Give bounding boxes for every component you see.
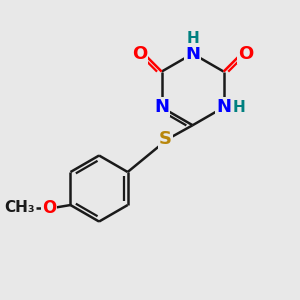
Text: N: N <box>216 98 231 116</box>
Text: CH₃: CH₃ <box>4 200 35 215</box>
Text: O: O <box>132 45 147 63</box>
Text: H: H <box>186 31 199 46</box>
Text: S: S <box>159 130 172 148</box>
Text: O: O <box>42 199 56 217</box>
Text: H: H <box>232 100 245 115</box>
Text: N: N <box>185 45 200 63</box>
Text: N: N <box>154 98 169 116</box>
Text: O: O <box>238 45 253 63</box>
